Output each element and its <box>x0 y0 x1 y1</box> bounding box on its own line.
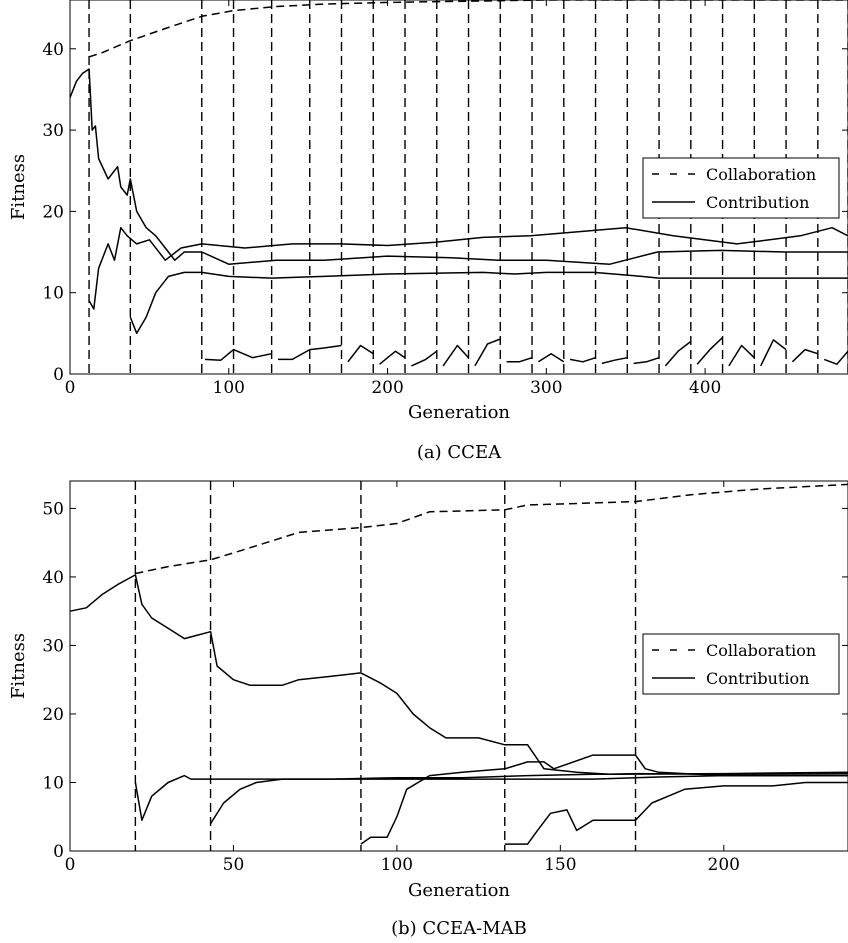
legend-label-collaboration: Collaboration <box>706 641 816 660</box>
x-axis-label: Generation <box>408 880 510 901</box>
y-tick-label: 20 <box>42 705 64 725</box>
legend-label-collaboration: Collaboration <box>706 165 816 184</box>
x-tick-label: 0 <box>65 378 76 398</box>
contribution-line <box>88 226 848 310</box>
panel-caption: (a) CCEA <box>417 442 502 463</box>
x-tick-label: 150 <box>544 855 576 875</box>
legend-box <box>642 157 840 219</box>
plot-frame <box>69 480 848 852</box>
contribution-line <box>760 339 787 367</box>
series-lines <box>69 483 848 845</box>
axis-ticks: 0 50 100 150 200 0 10 20 30 40 50 <box>42 481 848 875</box>
legend: Collaboration Contribution <box>642 157 840 219</box>
contribution-line <box>69 574 848 776</box>
contribution-line <box>728 344 755 367</box>
contribution-line <box>696 336 724 365</box>
x-tick-label: 0 <box>65 855 76 875</box>
generation-boundaries <box>134 481 637 851</box>
series-lines <box>69 0 848 367</box>
contribution-line <box>69 68 848 265</box>
contribution-line <box>442 344 470 367</box>
panel-ccea-mab: 0 50 100 150 200 0 10 20 30 40 50 Generation Fitne… <box>8 480 848 939</box>
y-tick-label: 30 <box>42 636 64 656</box>
y-tick-label: 0 <box>53 365 64 385</box>
contribution-line <box>791 348 819 363</box>
x-axis-label: Generation <box>408 402 510 423</box>
contribution-line <box>537 352 565 363</box>
contribution-line <box>504 781 848 845</box>
y-tick-label: 0 <box>53 842 64 862</box>
y-tick-label: 10 <box>42 284 64 304</box>
y-tick-label: 20 <box>42 202 64 222</box>
x-tick-label: 50 <box>223 855 245 875</box>
axis-ticks: 0 100 200 300 400 0 10 20 30 40 <box>42 0 848 398</box>
legend: Collaboration Contribution <box>642 633 840 695</box>
x-tick-label: 200 <box>371 378 403 398</box>
contribution-line <box>360 754 848 845</box>
y-tick-label: 30 <box>42 121 64 141</box>
collaboration-line <box>88 0 848 58</box>
panel-ccea: 0 100 200 300 400 0 10 20 30 40 Generation Fitnes… <box>8 0 848 463</box>
y-axis-label: Fitness <box>8 154 29 220</box>
y-tick-label: 40 <box>42 568 64 588</box>
contribution-line <box>379 350 406 365</box>
contribution-line <box>474 338 501 367</box>
x-tick-label: 400 <box>689 378 721 398</box>
contribution-line <box>204 348 272 361</box>
x-tick-label: 100 <box>213 378 245 398</box>
collaboration-line <box>135 483 848 575</box>
y-tick-label: 40 <box>42 40 64 60</box>
panel-caption: (b) CCEA-MAB <box>391 918 527 939</box>
contribution-line <box>209 774 848 825</box>
contribution-line <box>823 350 848 365</box>
contribution-line <box>664 340 692 367</box>
x-tick-label: 300 <box>530 378 562 398</box>
contribution-line <box>506 356 533 363</box>
y-tick-label: 10 <box>42 773 64 793</box>
contribution-line <box>129 271 848 335</box>
contribution-line <box>601 356 628 365</box>
x-tick-label: 100 <box>381 855 413 875</box>
legend-label-contribution: Contribution <box>706 669 809 688</box>
contribution-line <box>347 344 374 363</box>
contribution-line <box>278 344 342 361</box>
contribution-line <box>633 356 660 365</box>
x-tick-label: 200 <box>708 855 740 875</box>
legend-label-contribution: Contribution <box>706 193 809 212</box>
contribution-line <box>569 356 596 363</box>
y-tick-label: 50 <box>42 499 64 519</box>
plot-frame <box>69 0 848 375</box>
contribution-line <box>134 771 848 821</box>
y-axis-label: Fitness <box>8 633 29 699</box>
legend-box <box>642 633 840 695</box>
contribution-line <box>411 350 438 367</box>
